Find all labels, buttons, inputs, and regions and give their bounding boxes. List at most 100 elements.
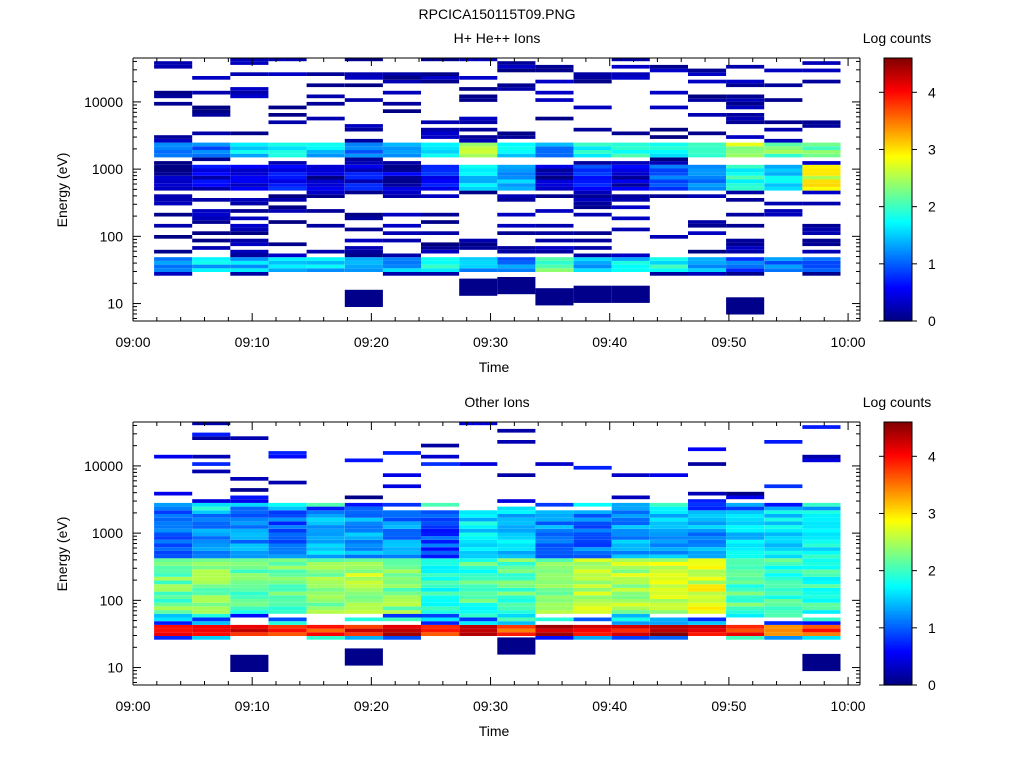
heatmap-cell	[611, 131, 650, 136]
heatmap-cell	[192, 532, 231, 537]
heatmap-cell	[192, 109, 231, 113]
heatmap-cell	[688, 68, 727, 73]
heatmap-cell	[497, 168, 536, 173]
colorbar-segment	[884, 503, 912, 506]
heatmap-cell	[154, 146, 193, 150]
heatmap-cell	[802, 168, 841, 173]
colorbar-segment	[884, 634, 912, 638]
heatmap-cell	[573, 142, 612, 147]
heatmap-cell	[154, 610, 193, 614]
x-tick-label: 10:00	[831, 334, 866, 350]
heatmap-cell	[154, 272, 193, 276]
heatmap-cell	[344, 183, 383, 187]
heatmap-cell	[268, 558, 307, 562]
heatmap-cell	[268, 514, 307, 518]
colorbar-segment	[884, 459, 912, 463]
heatmap-cell	[535, 223, 574, 228]
heatmap-cell	[573, 554, 612, 559]
heatmap-cell	[306, 190, 345, 195]
heatmap-cells	[154, 57, 841, 315]
heatmap-cell	[726, 543, 765, 548]
colorbar-segment	[884, 446, 912, 449]
heatmap-cell	[306, 565, 345, 570]
heatmap-cell	[611, 565, 650, 570]
heatmap-cell	[726, 562, 765, 566]
colorbar-tick-label: 2	[928, 563, 936, 579]
heatmap-cell	[802, 201, 841, 206]
heatmap-cell	[726, 539, 765, 544]
heatmap-cell	[497, 146, 536, 150]
heatmap-cell	[688, 257, 727, 261]
heatmap-cell	[764, 613, 803, 618]
x-tick-label: 09:40	[592, 334, 627, 350]
heatmap-cell	[726, 613, 765, 618]
colorbar-segment	[884, 136, 912, 140]
heatmap-cell	[497, 198, 536, 202]
heatmap-cell	[649, 624, 688, 629]
heatmap-cell	[726, 521, 765, 526]
heatmap-cell	[497, 246, 536, 250]
heatmap-cell	[764, 547, 803, 551]
heatmap-cell	[268, 554, 307, 559]
colorbar-tick-label: 0	[928, 313, 936, 329]
heatmap-cell	[192, 554, 231, 559]
panel-other-ions: Other Ions Log counts Time Energy (eV) 0…	[54, 394, 936, 739]
heatmap-cell	[611, 584, 650, 588]
heatmap-cell	[726, 83, 765, 88]
heatmap-cell	[726, 272, 765, 276]
heatmap-cell	[268, 610, 307, 614]
x-tick-label: 09:50	[711, 698, 746, 714]
heatmap-cell	[688, 499, 727, 503]
colorbar-segment	[884, 619, 912, 623]
heatmap-cell	[649, 543, 688, 548]
heatmap-cell	[459, 242, 498, 247]
heatmap-cell	[688, 525, 727, 529]
colorbar-segment	[884, 171, 912, 175]
heatmap-cell	[573, 517, 612, 522]
heatmap-cell	[535, 573, 574, 577]
heatmap-cell	[764, 440, 803, 444]
heatmap-cell	[306, 514, 345, 518]
heatmap-cell	[688, 595, 727, 599]
heatmap-cell	[535, 514, 574, 518]
heatmap-cell	[497, 473, 536, 477]
colorbar-segment	[884, 294, 912, 298]
heatmap-cell	[306, 573, 345, 577]
heatmap-cell	[802, 272, 841, 276]
heatmap-cell	[497, 591, 536, 596]
heatmap-cell	[802, 175, 841, 180]
heatmap-cell	[421, 599, 460, 603]
heatmap-cell	[611, 606, 650, 611]
colorbar-segment	[884, 654, 912, 658]
heatmap-cell	[764, 521, 803, 526]
heatmap-cell	[535, 79, 574, 84]
colorbar-segment	[884, 454, 912, 458]
heatmap-cell	[764, 517, 803, 522]
heatmap-cell	[535, 246, 574, 250]
colorbar-segment	[884, 496, 912, 500]
heatmap-cell	[573, 172, 612, 176]
heatmap-cell	[154, 249, 193, 254]
heatmap-cell	[382, 172, 421, 176]
heatmap-cell	[688, 79, 727, 84]
heatmap-cell	[268, 573, 307, 577]
heatmap-cell	[421, 462, 460, 466]
colorbar-segment	[884, 601, 912, 605]
heatmap-cell	[459, 591, 498, 596]
heatmap-cell	[344, 153, 383, 158]
heatmap-cell	[268, 153, 307, 158]
heatmap-cell	[764, 257, 803, 261]
colorbar-frame	[883, 421, 913, 686]
heatmap-cell	[535, 260, 574, 265]
heatmap-cell	[726, 554, 765, 559]
heatmap-cell	[497, 584, 536, 588]
heatmap-cell	[459, 539, 498, 544]
heatmap-cell	[688, 587, 727, 592]
heatmap-cell	[459, 514, 498, 518]
heatmap-cell	[421, 246, 460, 250]
heatmap-cell	[268, 584, 307, 588]
heatmap-cell	[382, 606, 421, 611]
heatmap-cell	[421, 127, 460, 132]
heatmap-cell	[611, 168, 650, 173]
heatmap-cell	[154, 135, 193, 139]
